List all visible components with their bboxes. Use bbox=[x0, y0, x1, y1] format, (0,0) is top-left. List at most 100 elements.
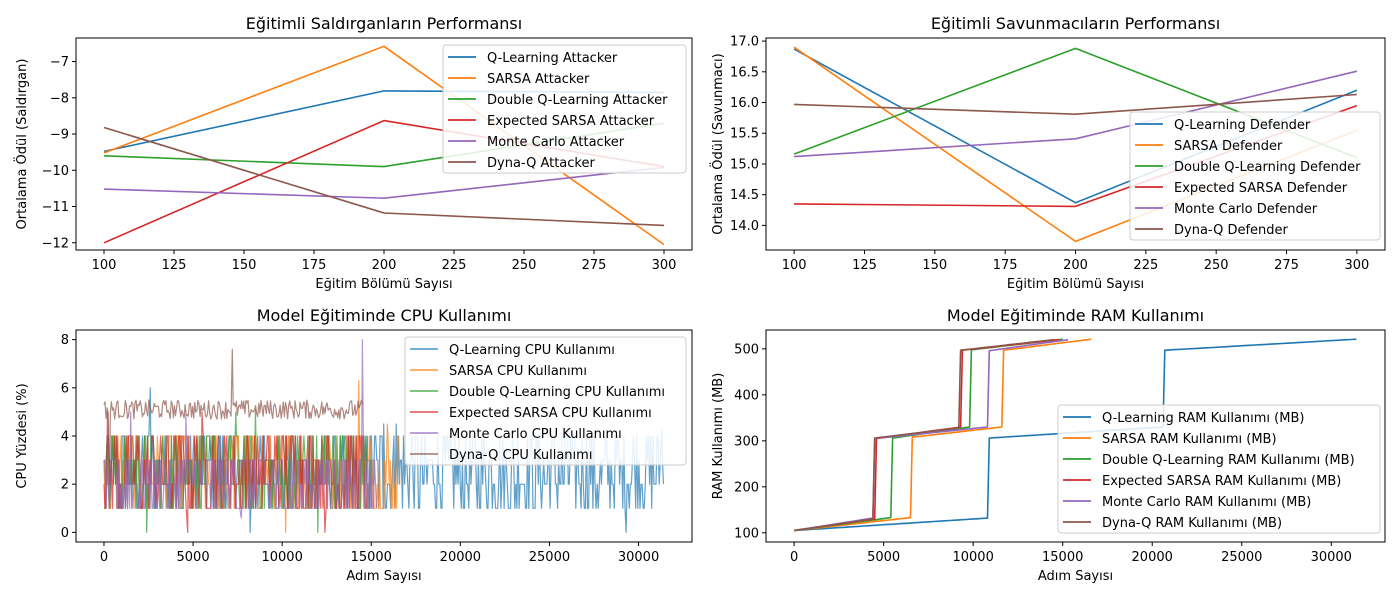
x-tick-label: 25000 bbox=[1221, 550, 1262, 565]
chart-title: Eğitimli Saldırganların Performansı bbox=[246, 14, 522, 33]
x-tick-label: 5000 bbox=[867, 550, 900, 565]
x-tick-label: 250 bbox=[512, 258, 537, 273]
y-axis-label: Ortalama Ödül (Saldırgan) bbox=[13, 59, 30, 230]
legend-label: Double Q-Learning Attacker bbox=[487, 93, 668, 108]
legend-label: Expected SARSA CPU Kullanımı bbox=[449, 406, 652, 421]
legend-label: SARSA Attacker bbox=[487, 72, 590, 87]
legend-frame bbox=[404, 336, 687, 466]
x-tick-label: 200 bbox=[372, 258, 397, 273]
y-tick-label: 4 bbox=[61, 430, 69, 445]
x-tick-label: 125 bbox=[852, 258, 877, 273]
y-tick-label: −8 bbox=[50, 91, 69, 106]
y-axis-label: Ortalama Ödül (Savunmacı) bbox=[709, 53, 726, 234]
x-axis-label: Eğitim Bölümü Sayısı bbox=[1007, 277, 1144, 292]
chart-panel-1: Eğitimli Saldırganların Performansı 100 12… bbox=[13, 14, 693, 292]
y-tick-label: −12 bbox=[42, 236, 69, 251]
chart-title: Model Eğitiminde CPU Kullanımı bbox=[257, 306, 512, 325]
x-tick-label: 125 bbox=[162, 258, 187, 273]
y-tick-label: 15.0 bbox=[730, 157, 759, 172]
y-tick-label: 14.0 bbox=[730, 219, 759, 234]
legend-frame bbox=[442, 44, 687, 174]
y-tick-label: 14.5 bbox=[730, 188, 759, 203]
legend-label: Dyna-Q RAM Kullanımı (MB) bbox=[1102, 516, 1282, 531]
y-tick-label: 17.0 bbox=[730, 35, 759, 50]
plot-frame bbox=[75, 329, 693, 543]
x-tick-label: 250 bbox=[1204, 258, 1229, 273]
x-tick-label: 10000 bbox=[261, 550, 302, 565]
legend-label: Expected SARSA RAM Kullanımı (MB) bbox=[1102, 474, 1341, 489]
y-tick-label: 200 bbox=[734, 480, 759, 495]
legend: Q-Learning Defender SARSA Defender Double … bbox=[1129, 111, 1381, 241]
series-line-2 bbox=[794, 338, 1092, 532]
x-tick-label: 30000 bbox=[618, 550, 659, 565]
legend: Q-Learning RAM Kullanımı (MB) SARSA RAM K… bbox=[1057, 404, 1381, 534]
y-tick-label: 0 bbox=[61, 526, 69, 541]
x-tick-label: 5000 bbox=[177, 550, 210, 565]
legend: Q-Learning CPU Kullanımı SARSA CPU Kullan… bbox=[404, 336, 687, 466]
x-tick-label: 15000 bbox=[1042, 550, 1083, 565]
y-tick-label: −9 bbox=[50, 128, 69, 143]
legend-label: SARSA CPU Kullanımı bbox=[449, 364, 587, 379]
x-tick-label: 175 bbox=[993, 258, 1018, 273]
x-axis-label: Adım Sayısı bbox=[1038, 569, 1113, 584]
x-tick-label: 200 bbox=[1063, 258, 1088, 273]
y-axis-label: RAM Kullanımı (MB) bbox=[711, 373, 726, 500]
x-tick-label: 100 bbox=[92, 258, 117, 273]
plot-frame bbox=[765, 329, 1386, 543]
x-axis-label: Eğitim Bölümü Sayısı bbox=[315, 277, 452, 292]
series-line-6 bbox=[103, 126, 665, 227]
series-line-5 bbox=[103, 166, 665, 199]
legend-label: Dyna-Q Defender bbox=[1174, 223, 1289, 238]
legend-label: Monte Carlo Attacker bbox=[487, 135, 625, 150]
legend: Q-Learning Attacker SARSA Attacker Double … bbox=[442, 44, 687, 174]
legend-label: SARSA Defender bbox=[1174, 139, 1283, 154]
x-tick-label: 175 bbox=[302, 258, 327, 273]
legend-label: Double Q-Learning RAM Kullanımı (MB) bbox=[1102, 453, 1355, 468]
series-line-5 bbox=[104, 339, 378, 519]
x-tick-label: 300 bbox=[1344, 258, 1369, 273]
y-tick-label: −10 bbox=[42, 164, 69, 179]
y-tick-label: 8 bbox=[61, 333, 69, 348]
y-tick-label: 100 bbox=[734, 526, 759, 541]
x-axis-label: Adım Sayısı bbox=[346, 569, 421, 584]
legend-label: Double Q-Learning CPU Kullanımı bbox=[449, 385, 665, 400]
x-tick-label: 275 bbox=[1274, 258, 1299, 273]
y-tick-label: 6 bbox=[61, 381, 69, 396]
legend-frame bbox=[1129, 111, 1381, 241]
legend-label: Dyna-Q Attacker bbox=[487, 156, 595, 171]
x-tick-label: 15000 bbox=[351, 550, 392, 565]
y-tick-label: 300 bbox=[734, 434, 759, 449]
x-tick-label: 150 bbox=[232, 258, 257, 273]
legend-label: Q-Learning Defender bbox=[1174, 118, 1311, 133]
series-line-2 bbox=[103, 45, 665, 246]
y-tick-label: 15.5 bbox=[730, 127, 759, 142]
series-line-5 bbox=[794, 70, 1358, 158]
chart-title: Model Eğitiminde RAM Kullanımı bbox=[947, 306, 1204, 325]
x-tick-label: 0 bbox=[790, 550, 798, 565]
x-tick-label: 150 bbox=[922, 258, 947, 273]
legend-label: SARSA RAM Kullanımı (MB) bbox=[1102, 432, 1277, 447]
legend-label: Monte Carlo RAM Kullanımı (MB) bbox=[1102, 495, 1311, 510]
x-tick-label: 300 bbox=[652, 258, 677, 273]
series-line-6 bbox=[794, 93, 1357, 115]
legend-label: Q-Learning RAM Kullanımı (MB) bbox=[1102, 411, 1304, 426]
x-tick-label: 30000 bbox=[1311, 550, 1352, 565]
y-tick-label: 500 bbox=[734, 342, 759, 357]
chart-panel-2: Eğitimli Savunmacıların Performansı 100 12… bbox=[709, 14, 1386, 292]
y-tick-label: 400 bbox=[734, 388, 759, 403]
series-line-6 bbox=[793, 338, 1054, 532]
x-tick-label: 225 bbox=[442, 258, 467, 273]
x-tick-label: 100 bbox=[782, 258, 807, 273]
x-tick-label: 10000 bbox=[952, 550, 993, 565]
y-tick-label: −11 bbox=[42, 200, 69, 215]
chart-panel-4: Model Eğitiminde RAM Kullanımı 0 5000 10000… bbox=[711, 306, 1386, 584]
plot-frame bbox=[765, 37, 1386, 251]
x-tick-label: 0 bbox=[100, 550, 108, 565]
series-line-6 bbox=[103, 348, 363, 485]
chart-title: Eğitimli Savunmacıların Performansı bbox=[931, 14, 1220, 33]
chart-panel-3: Model Eğitiminde CPU Kullanımı 0 5000 10000… bbox=[15, 306, 693, 584]
legend-label: Monte Carlo Defender bbox=[1174, 202, 1318, 217]
y-tick-label: 2 bbox=[61, 478, 69, 493]
x-tick-label: 20000 bbox=[440, 550, 481, 565]
